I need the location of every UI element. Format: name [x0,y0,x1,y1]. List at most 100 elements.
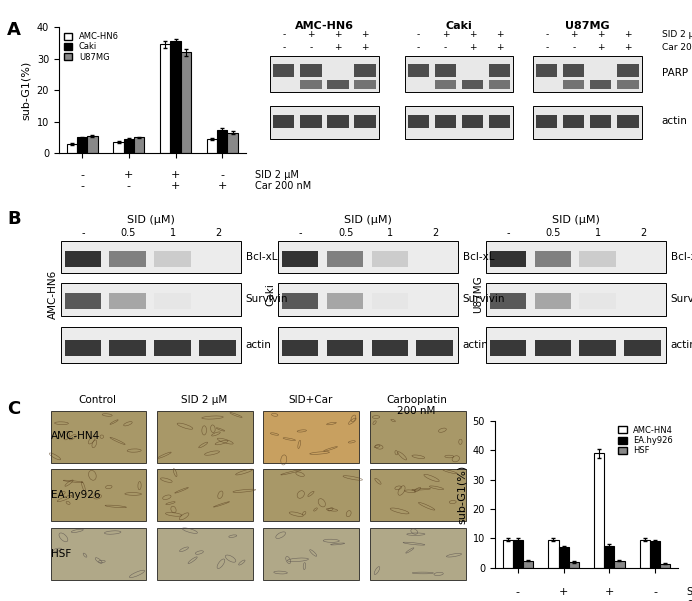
Bar [534,251,571,267]
Bar [109,340,146,356]
Text: +: + [469,29,476,38]
Bar [273,115,294,129]
Text: Caki: Caki [265,283,275,306]
Bar [154,293,191,309]
Bar [327,251,363,267]
Text: +: + [496,43,504,52]
Bar [372,251,408,267]
Bar [435,115,456,129]
Bar [536,115,557,129]
Text: Bcl-xL: Bcl-xL [463,252,494,262]
Bar [640,540,650,568]
Text: 2: 2 [640,228,646,238]
Bar [372,340,408,356]
Text: -: - [444,43,447,52]
Bar [405,56,513,92]
Text: -: - [82,228,85,238]
Text: +: + [441,29,449,38]
Bar [590,115,612,129]
Text: -: - [417,29,420,38]
Bar [490,293,526,309]
Legend: AMC-HN6, Caki, U87MG: AMC-HN6, Caki, U87MG [63,31,120,63]
Text: 2: 2 [432,228,439,238]
Text: SID+Car: SID+Car [288,395,332,404]
Text: 1: 1 [170,228,176,238]
Text: -: - [80,169,84,180]
Text: +: + [217,181,227,191]
Bar [558,548,569,568]
Bar [408,115,429,129]
Bar [278,241,457,273]
Text: +: + [605,587,614,597]
Text: +: + [570,29,578,38]
Bar [604,546,614,568]
Text: C: C [7,400,20,418]
Bar [199,340,236,356]
Text: AMC-HN6: AMC-HN6 [48,270,58,319]
Bar [486,241,666,273]
Text: +: + [361,29,369,38]
Text: 1: 1 [388,228,394,238]
Bar [157,410,253,463]
Text: Bcl-xL: Bcl-xL [671,252,692,262]
Bar [278,327,457,362]
Text: actin: actin [246,340,271,350]
Bar [282,251,318,267]
Text: +: + [469,43,476,52]
Bar [563,115,585,129]
Text: Survivin: Survivin [671,294,692,304]
Bar [489,80,510,89]
Bar [134,138,145,153]
Text: -: - [282,43,286,52]
Text: +: + [559,587,568,597]
Bar [51,410,146,463]
Bar [417,340,453,356]
Text: U87MG: U87MG [473,276,483,313]
Text: +: + [334,43,342,52]
Bar [370,469,466,522]
Text: AMC-HN4: AMC-HN4 [51,432,100,441]
Text: -: - [653,587,657,597]
Text: Caki: Caki [446,21,473,31]
Text: EA.hy926: EA.hy926 [51,490,100,500]
Text: actin: actin [662,116,688,126]
Bar [354,64,376,77]
Text: HSF: HSF [51,549,71,558]
Bar [61,327,241,362]
Text: -: - [299,228,302,238]
Text: 0.5: 0.5 [338,228,354,238]
Text: actin: actin [463,340,489,350]
Text: A: A [7,21,21,39]
Bar [372,293,408,309]
Bar [490,251,526,267]
Bar [327,340,363,356]
Bar [51,528,146,580]
Text: SID (μM): SID (μM) [344,215,392,225]
Bar [64,251,101,267]
Bar [370,528,466,580]
Bar [513,540,522,568]
Bar [157,469,253,522]
Bar [160,44,170,153]
Bar [271,106,379,139]
Text: +: + [171,169,181,180]
Text: Control: Control [78,395,116,404]
Bar [534,293,571,309]
Text: SID 2 μM: SID 2 μM [181,395,227,404]
Bar [617,80,639,89]
Bar [300,64,322,77]
Bar [614,561,624,568]
Bar [282,293,318,309]
Text: +: + [624,43,632,52]
Text: -: - [545,29,549,38]
Bar [61,283,241,316]
Text: +: + [597,29,605,38]
Text: +: + [650,600,660,601]
Bar [660,564,671,568]
Bar [549,540,558,568]
Bar [154,251,191,267]
Text: -: - [417,43,420,52]
Bar [64,293,101,309]
Bar [405,106,513,139]
Bar [594,453,604,568]
